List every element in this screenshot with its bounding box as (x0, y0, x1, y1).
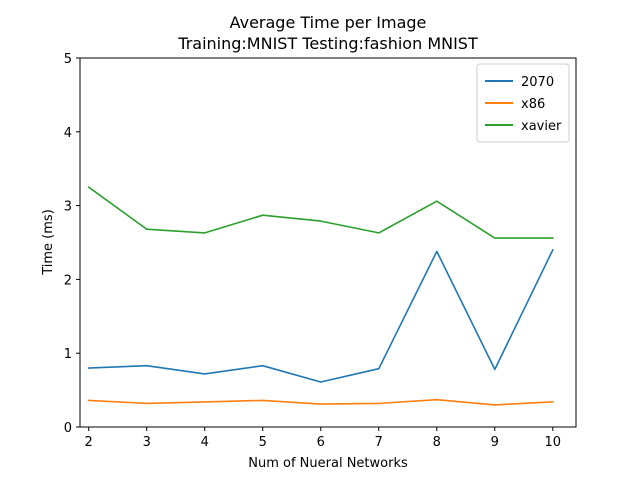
chart-title: Average Time per Image (230, 13, 427, 32)
series-line-xavier (87, 186, 554, 239)
legend-box (476, 63, 570, 143)
plot-frame (79, 57, 577, 428)
x-tick-label: 3 (143, 435, 151, 450)
legend: 2070 x86 xavier (476, 63, 570, 143)
y-axis-label: Time (ms) (41, 209, 56, 276)
y-tick-label: 1 (64, 347, 72, 362)
y-tick-label: 2 (64, 273, 72, 288)
legend-label-x86: x86 (521, 97, 545, 112)
y-tick-label: 4 (64, 126, 72, 141)
x-axis-label: Num of Nueral Networks (248, 456, 408, 471)
x-tick-label: 7 (375, 435, 383, 450)
series-line-2070 (87, 248, 554, 383)
y-tick-label: 0 (64, 421, 72, 436)
x-tick-label: 2 (85, 435, 93, 450)
x-tick-label: 6 (317, 435, 325, 450)
x-tick-label: 9 (491, 435, 499, 450)
series-line-x86 (87, 398, 554, 406)
y-axis: 0 1 2 3 4 5 (64, 52, 80, 436)
x-tick-label: 4 (201, 435, 209, 450)
x-tick-label: 5 (259, 435, 267, 450)
x-axis: 2 3 4 5 6 7 8 9 10 (85, 427, 562, 450)
series-layer (87, 186, 554, 406)
x-tick-label: 8 (433, 435, 441, 450)
y-tick-label: 5 (64, 52, 72, 67)
legend-label-2070: 2070 (521, 75, 554, 90)
y-tick-label: 3 (64, 200, 72, 215)
x-tick-label: 10 (545, 435, 562, 450)
chart-subtitle: Training:MNIST Testing:fashion MNIST (177, 34, 478, 53)
legend-label-xavier: xavier (521, 119, 562, 134)
